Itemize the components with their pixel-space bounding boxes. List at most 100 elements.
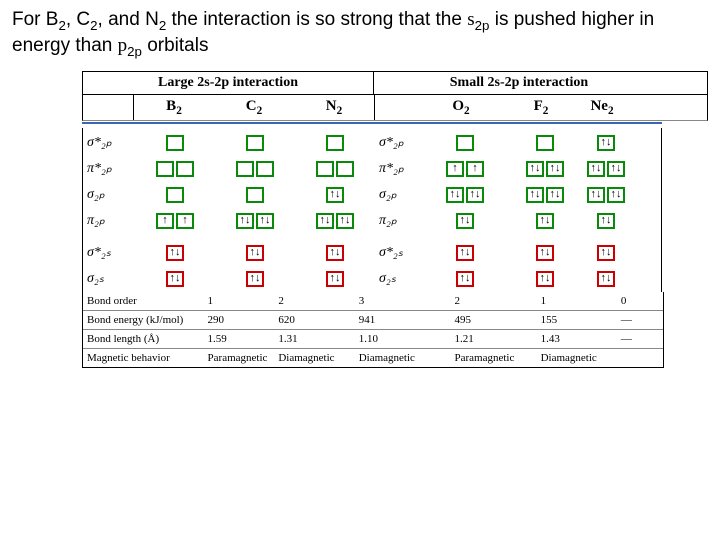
property-cell: 1.21 bbox=[453, 330, 539, 348]
property-label: Bond energy (kJ/mol) bbox=[83, 311, 206, 329]
orbital-slot: ↑↓↑↓ bbox=[425, 187, 505, 203]
property-cell: 155 bbox=[539, 311, 619, 329]
orbital-slot: ↑↓ bbox=[425, 271, 505, 287]
property-cell: 941 bbox=[357, 311, 439, 329]
property-cell bbox=[439, 311, 453, 329]
orbital-label-left: σ*₂ₛ bbox=[83, 244, 135, 261]
orbital-slot: ↑↓ bbox=[425, 213, 505, 229]
electron-box bbox=[246, 135, 264, 151]
property-cell: Diamagnetic bbox=[539, 349, 619, 367]
electron-box: ↑↓ bbox=[536, 271, 554, 287]
orbital-slot: ↑↓ bbox=[215, 271, 295, 287]
electron-box: ↑↓ bbox=[456, 245, 474, 261]
orbital-slot bbox=[505, 135, 585, 151]
orbital-slot bbox=[135, 187, 215, 203]
orbital-row: π*₂ₚπ*₂ₚ↑↑↑↓↑↓↑↓↑↓ bbox=[83, 156, 661, 182]
electron-box: ↑↓ bbox=[456, 213, 474, 229]
interaction-header-row: Large 2s-2p interaction Small 2s-2p inte… bbox=[82, 71, 708, 95]
electron-box bbox=[176, 161, 194, 177]
orbital-slot: ↑↓ bbox=[585, 213, 627, 229]
orbital-slot: ↑↓ bbox=[215, 245, 295, 261]
orbital-label-right: σ*₂ₛ bbox=[375, 244, 425, 261]
orbital-slot: ↑↓↑↓ bbox=[585, 161, 627, 177]
orbital-slot: ↑↓ bbox=[585, 271, 627, 287]
electron-box: ↑↓ bbox=[607, 161, 625, 177]
electron-box: ↑↓ bbox=[446, 187, 464, 203]
electron-box: ↑↓ bbox=[587, 161, 605, 177]
orbital-slot: ↑↓ bbox=[505, 213, 585, 229]
electron-box: ↑↓ bbox=[526, 161, 544, 177]
electron-box: ↑↓ bbox=[526, 187, 544, 203]
electron-box: ↑↓ bbox=[597, 135, 615, 151]
orbital-label-left: σ₂ₛ bbox=[83, 270, 135, 287]
orbital-slot: ↑↓ bbox=[295, 187, 375, 203]
orbital-label-left: σ*₂ₚ bbox=[83, 134, 135, 151]
electron-box bbox=[166, 135, 184, 151]
electron-box: ↑ bbox=[446, 161, 464, 177]
property-cell: 0 bbox=[619, 292, 663, 310]
orbital-slot: ↑↓↑↓ bbox=[585, 187, 627, 203]
mol-ne2: Ne2 bbox=[581, 95, 623, 120]
orbital-slot: ↑↑ bbox=[135, 213, 215, 229]
electron-box: ↑↓ bbox=[546, 187, 564, 203]
orbital-slot bbox=[215, 187, 295, 203]
orbital-slot: ↑↓ bbox=[425, 245, 505, 261]
electron-box: ↑↓ bbox=[326, 245, 344, 261]
orbital-slot: ↑↓↑↓ bbox=[505, 187, 585, 203]
property-cell: Paramagnetic bbox=[206, 349, 277, 367]
electron-box: ↑↓ bbox=[597, 213, 615, 229]
orbital-slot: ↑↓ bbox=[505, 271, 585, 287]
orbital-slot: ↑↓ bbox=[585, 135, 627, 151]
property-cell: Diamagnetic bbox=[276, 349, 356, 367]
electron-box: ↑↓ bbox=[236, 213, 254, 229]
orbital-label-right: σ₂ₚ bbox=[375, 186, 425, 203]
blue-divider bbox=[82, 122, 662, 124]
property-row: Bond energy (kJ/mol)290620941495155— bbox=[83, 310, 663, 329]
electron-box: ↑↓ bbox=[587, 187, 605, 203]
electron-box: ↑↓ bbox=[466, 187, 484, 203]
property-cell: 1.59 bbox=[206, 330, 277, 348]
orbital-slot bbox=[215, 161, 295, 177]
property-cell: Diamagnetic bbox=[357, 349, 439, 367]
mol-b2: B2 bbox=[134, 95, 214, 120]
electron-box: ↑↓ bbox=[336, 213, 354, 229]
orbital-slot: ↑↓↑↓ bbox=[295, 213, 375, 229]
electron-box: ↑↓ bbox=[536, 245, 554, 261]
page-title: For B2, C2, and N2 the interaction is so… bbox=[12, 8, 708, 61]
property-cell: 1.31 bbox=[276, 330, 356, 348]
property-cell: 2 bbox=[276, 292, 356, 310]
orbital-slot: ↑↓ bbox=[295, 245, 375, 261]
mol-f2: F2 bbox=[501, 95, 581, 120]
orbital-slot bbox=[215, 135, 295, 151]
mo-diagram-table: Large 2s-2p interaction Small 2s-2p inte… bbox=[82, 71, 708, 368]
electron-box: ↑↓ bbox=[246, 245, 264, 261]
electron-box: ↑ bbox=[176, 213, 194, 229]
orbital-label-right: σ₂ₛ bbox=[375, 270, 425, 287]
electron-box: ↑ bbox=[466, 161, 484, 177]
orbital-slot bbox=[295, 135, 375, 151]
header-large-interaction: Large 2s-2p interaction bbox=[83, 72, 374, 94]
electron-box: ↑↓ bbox=[546, 161, 564, 177]
electron-box bbox=[336, 161, 354, 177]
property-cell: 1.43 bbox=[539, 330, 619, 348]
mol-n2: N2 bbox=[294, 95, 375, 120]
orbital-row: σ*₂ₚσ*₂ₚ↑↓ bbox=[83, 130, 661, 156]
electron-box: ↑↓ bbox=[256, 213, 274, 229]
electron-box bbox=[166, 187, 184, 203]
mol-c2: C2 bbox=[214, 95, 294, 120]
orbital-label-right: π*₂ₚ bbox=[375, 160, 425, 177]
electron-box: ↑↓ bbox=[597, 271, 615, 287]
electron-box: ↑↓ bbox=[166, 271, 184, 287]
electron-box: ↑↓ bbox=[597, 245, 615, 261]
property-row: Bond order123210 bbox=[83, 292, 663, 310]
electron-box: ↑↓ bbox=[166, 245, 184, 261]
orbital-slot: ↑↓ bbox=[505, 245, 585, 261]
orbital-label-right: π₂ₚ bbox=[375, 212, 425, 229]
electron-box bbox=[536, 135, 554, 151]
property-label: Magnetic behavior bbox=[83, 349, 206, 367]
property-cell: 290 bbox=[206, 311, 277, 329]
property-label: Bond order bbox=[83, 292, 206, 310]
properties-table: Bond order123210Bond energy (kJ/mol)2906… bbox=[82, 292, 664, 368]
electron-box bbox=[456, 135, 474, 151]
electron-box: ↑↓ bbox=[326, 271, 344, 287]
